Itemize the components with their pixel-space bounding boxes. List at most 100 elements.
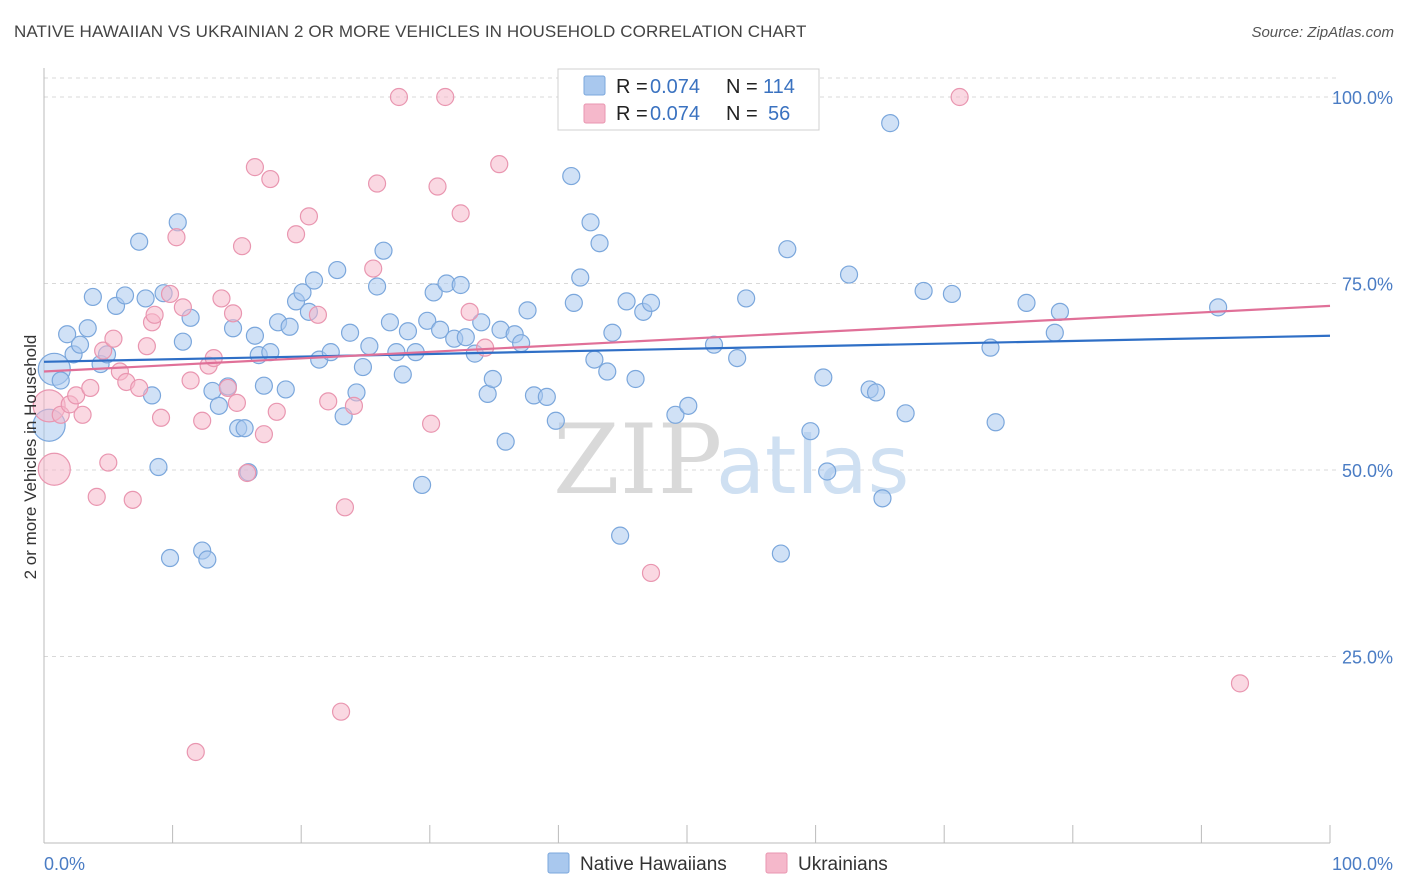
point-native-hawaiians	[173, 332, 192, 351]
point-native-hawaiians	[581, 213, 600, 232]
point-ukrainians	[364, 259, 383, 278]
y-tick-labels: 25.0% 50.0% 75.0% 100.0%	[1332, 88, 1393, 668]
point-ukrainians	[186, 742, 205, 762]
point-ukrainians	[37, 452, 71, 486]
point-native-hawaiians	[387, 343, 406, 362]
point-ukrainians	[389, 87, 409, 107]
point-ukrainians	[238, 463, 257, 483]
point-native-hawaiians	[328, 260, 347, 280]
legend-n-label-2: N =	[726, 103, 758, 125]
point-ukrainians	[451, 204, 470, 223]
point-native-hawaiians	[1209, 298, 1228, 317]
point-native-hawaiians	[209, 396, 228, 415]
point-native-hawaiians	[814, 368, 833, 387]
point-ukrainians	[254, 425, 274, 444]
point-native-hawaiians	[562, 166, 581, 186]
point-native-hawaiians	[1045, 323, 1064, 342]
point-ukrainians	[145, 305, 164, 324]
point-ukrainians	[344, 396, 364, 415]
point-ukrainians	[421, 414, 441, 433]
point-native-hawaiians	[737, 289, 756, 308]
chart-title: NATIVE HAWAIIAN VS UKRAINIAN 2 OR MORE V…	[14, 22, 807, 41]
point-ukrainians	[212, 289, 231, 308]
point-native-hawaiians	[626, 369, 645, 389]
point-ukrainians	[428, 177, 447, 196]
point-native-hawaiians	[881, 114, 900, 133]
point-native-hawaiians	[293, 283, 312, 302]
axes	[43, 68, 1331, 844]
series-legend-label-native-hawaiians: Native Hawaiians	[580, 854, 727, 875]
point-native-hawaiians	[483, 369, 502, 389]
legend-swatch-pink	[583, 103, 606, 124]
source-credit: Source: ZipAtlas.com	[1251, 24, 1394, 41]
point-ukrainians	[130, 378, 149, 398]
point-native-hawaiians	[280, 317, 299, 336]
watermark-zip: ZIP	[553, 404, 722, 516]
point-native-hawaiians	[58, 325, 77, 344]
legend-swatch-blue	[583, 75, 606, 96]
trend-line-native-hawaiians	[43, 334, 1331, 363]
point-ukrainians	[335, 498, 355, 517]
point-native-hawaiians	[353, 357, 373, 377]
point-ukrainians	[299, 207, 319, 226]
point-native-hawaiians	[771, 544, 790, 563]
y-axis-label: 2 or more Vehicles in Household	[21, 335, 40, 580]
point-native-hawaiians	[254, 376, 274, 395]
point-native-hawaiians	[512, 334, 531, 353]
point-native-hawaiians	[801, 422, 820, 441]
point-ukrainians	[950, 87, 969, 107]
point-native-hawaiians	[641, 293, 661, 312]
point-native-hawaiians	[1050, 302, 1070, 321]
point-ukrainians	[167, 228, 186, 247]
point-ukrainians	[87, 487, 106, 506]
point-native-hawaiians	[136, 289, 155, 308]
point-native-hawaiians	[896, 404, 915, 423]
point-ukrainians	[99, 453, 118, 472]
point-native-hawaiians	[424, 283, 443, 302]
point-ukrainians	[137, 337, 156, 356]
point-ukrainians	[641, 563, 661, 583]
point-ukrainians	[227, 393, 246, 412]
point-native-hawaiians	[380, 313, 400, 332]
point-native-hawaiians	[245, 326, 265, 345]
gridlines	[44, 77, 1338, 657]
point-native-hawaiians	[564, 293, 583, 312]
point-native-hawaiians	[398, 322, 418, 341]
point-ukrainians	[267, 402, 286, 421]
point-native-hawaiians	[367, 277, 387, 296]
legend-n-value-2: 56	[768, 103, 790, 125]
point-native-hawaiians	[537, 387, 556, 406]
point-native-hawaiians	[149, 457, 168, 477]
series-legend-label-ukrainians: Ukrainians	[798, 854, 888, 875]
legend-n-label-1: N =	[726, 76, 758, 98]
point-native-hawaiians	[70, 335, 90, 354]
series-legend: Native Hawaiians Ukrainians	[547, 852, 888, 875]
point-ukrainians	[331, 702, 351, 721]
point-native-hawaiians	[83, 287, 102, 307]
trend-lines	[43, 304, 1331, 373]
point-native-hawaiians	[160, 548, 180, 568]
series-legend-swatch-native-hawaiians	[547, 852, 570, 874]
legend-r-label-2: R =	[616, 103, 648, 125]
trend-line-ukrainians	[43, 304, 1331, 373]
point-ukrainians	[223, 304, 243, 323]
point-native-hawaiians	[374, 241, 393, 260]
point-ukrainians	[245, 158, 265, 177]
point-native-hawaiians	[728, 349, 747, 368]
watermark: ZIP atlas	[553, 404, 909, 516]
point-native-hawaiians	[611, 526, 630, 545]
point-native-hawaiians	[942, 284, 962, 304]
point-native-hawaiians	[360, 337, 379, 356]
point-ukrainians	[181, 371, 200, 390]
point-native-hawaiians	[130, 232, 149, 251]
point-ukrainians	[232, 237, 252, 256]
point-native-hawaiians	[115, 286, 135, 305]
point-ukrainians	[1230, 674, 1250, 693]
point-ukrainians	[460, 302, 479, 321]
point-native-hawaiians	[590, 234, 609, 253]
point-ukrainians	[319, 392, 338, 411]
point-native-hawaiians	[679, 396, 698, 415]
point-native-hawaiians	[198, 550, 217, 569]
series-legend-swatch-ukrainians	[765, 852, 788, 874]
point-native-hawaiians	[839, 265, 859, 284]
